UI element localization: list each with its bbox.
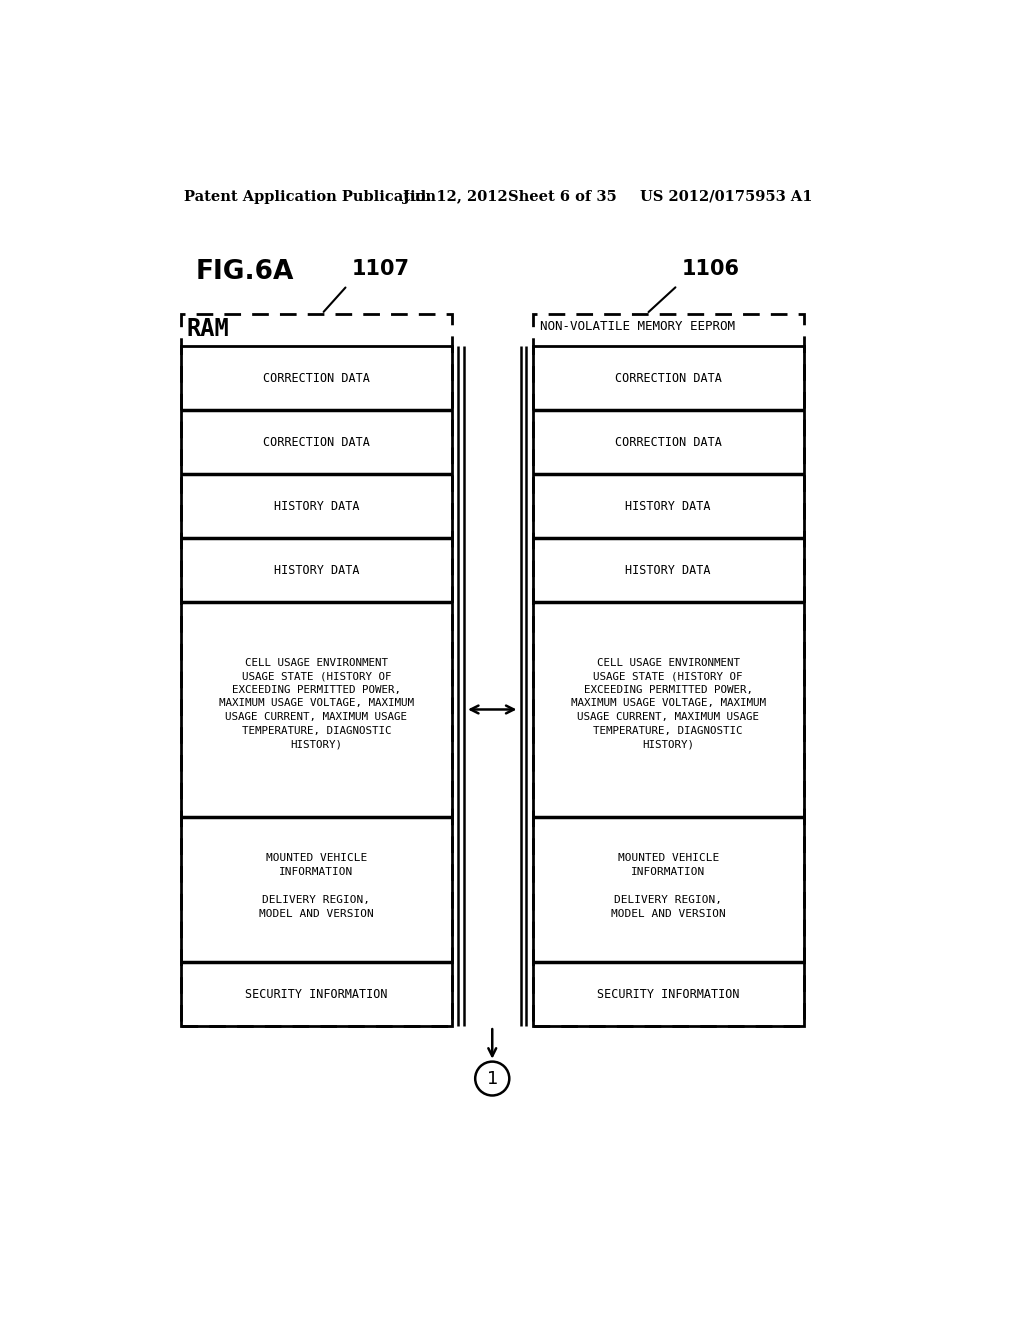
Text: CORRECTION DATA: CORRECTION DATA — [614, 372, 722, 384]
Text: Jul. 12, 2012: Jul. 12, 2012 — [403, 190, 508, 203]
Text: 1: 1 — [486, 1069, 498, 1088]
Bar — [532, 346, 804, 1026]
Text: 1106: 1106 — [681, 259, 739, 280]
Text: CORRECTION DATA: CORRECTION DATA — [263, 372, 370, 384]
Bar — [180, 346, 452, 1026]
Text: SECURITY INFORMATION: SECURITY INFORMATION — [597, 987, 739, 1001]
Text: HISTORY DATA: HISTORY DATA — [626, 564, 711, 577]
Text: HISTORY DATA: HISTORY DATA — [626, 499, 711, 512]
Text: CELL USAGE ENVIRONMENT
USAGE STATE (HISTORY OF
EXCEEDING PERMITTED POWER,
MAXIMU: CELL USAGE ENVIRONMENT USAGE STATE (HIST… — [219, 657, 414, 750]
Text: HISTORY DATA: HISTORY DATA — [273, 564, 359, 577]
Text: CELL USAGE ENVIRONMENT
USAGE STATE (HISTORY OF
EXCEEDING PERMITTED POWER,
MAXIMU: CELL USAGE ENVIRONMENT USAGE STATE (HIST… — [570, 657, 766, 750]
Bar — [532, 314, 804, 1026]
Bar — [180, 314, 452, 1026]
Text: CORRECTION DATA: CORRECTION DATA — [614, 436, 722, 449]
Text: Patent Application Publication: Patent Application Publication — [183, 190, 436, 203]
Text: MOUNTED VEHICLE
INFORMATION

DELIVERY REGION,
MODEL AND VERSION: MOUNTED VEHICLE INFORMATION DELIVERY REG… — [259, 853, 374, 919]
Text: MOUNTED VEHICLE
INFORMATION

DELIVERY REGION,
MODEL AND VERSION: MOUNTED VEHICLE INFORMATION DELIVERY REG… — [610, 853, 726, 919]
Text: RAM: RAM — [187, 317, 229, 341]
Text: SECURITY INFORMATION: SECURITY INFORMATION — [245, 987, 387, 1001]
Text: 1107: 1107 — [351, 259, 410, 280]
Text: FIG.6A: FIG.6A — [196, 259, 294, 285]
Text: NON-VOLATILE MEMORY EEPROM: NON-VOLATILE MEMORY EEPROM — [541, 321, 735, 333]
Text: HISTORY DATA: HISTORY DATA — [273, 499, 359, 512]
Text: Sheet 6 of 35: Sheet 6 of 35 — [508, 190, 616, 203]
Text: CORRECTION DATA: CORRECTION DATA — [263, 436, 370, 449]
Text: US 2012/0175953 A1: US 2012/0175953 A1 — [640, 190, 812, 203]
